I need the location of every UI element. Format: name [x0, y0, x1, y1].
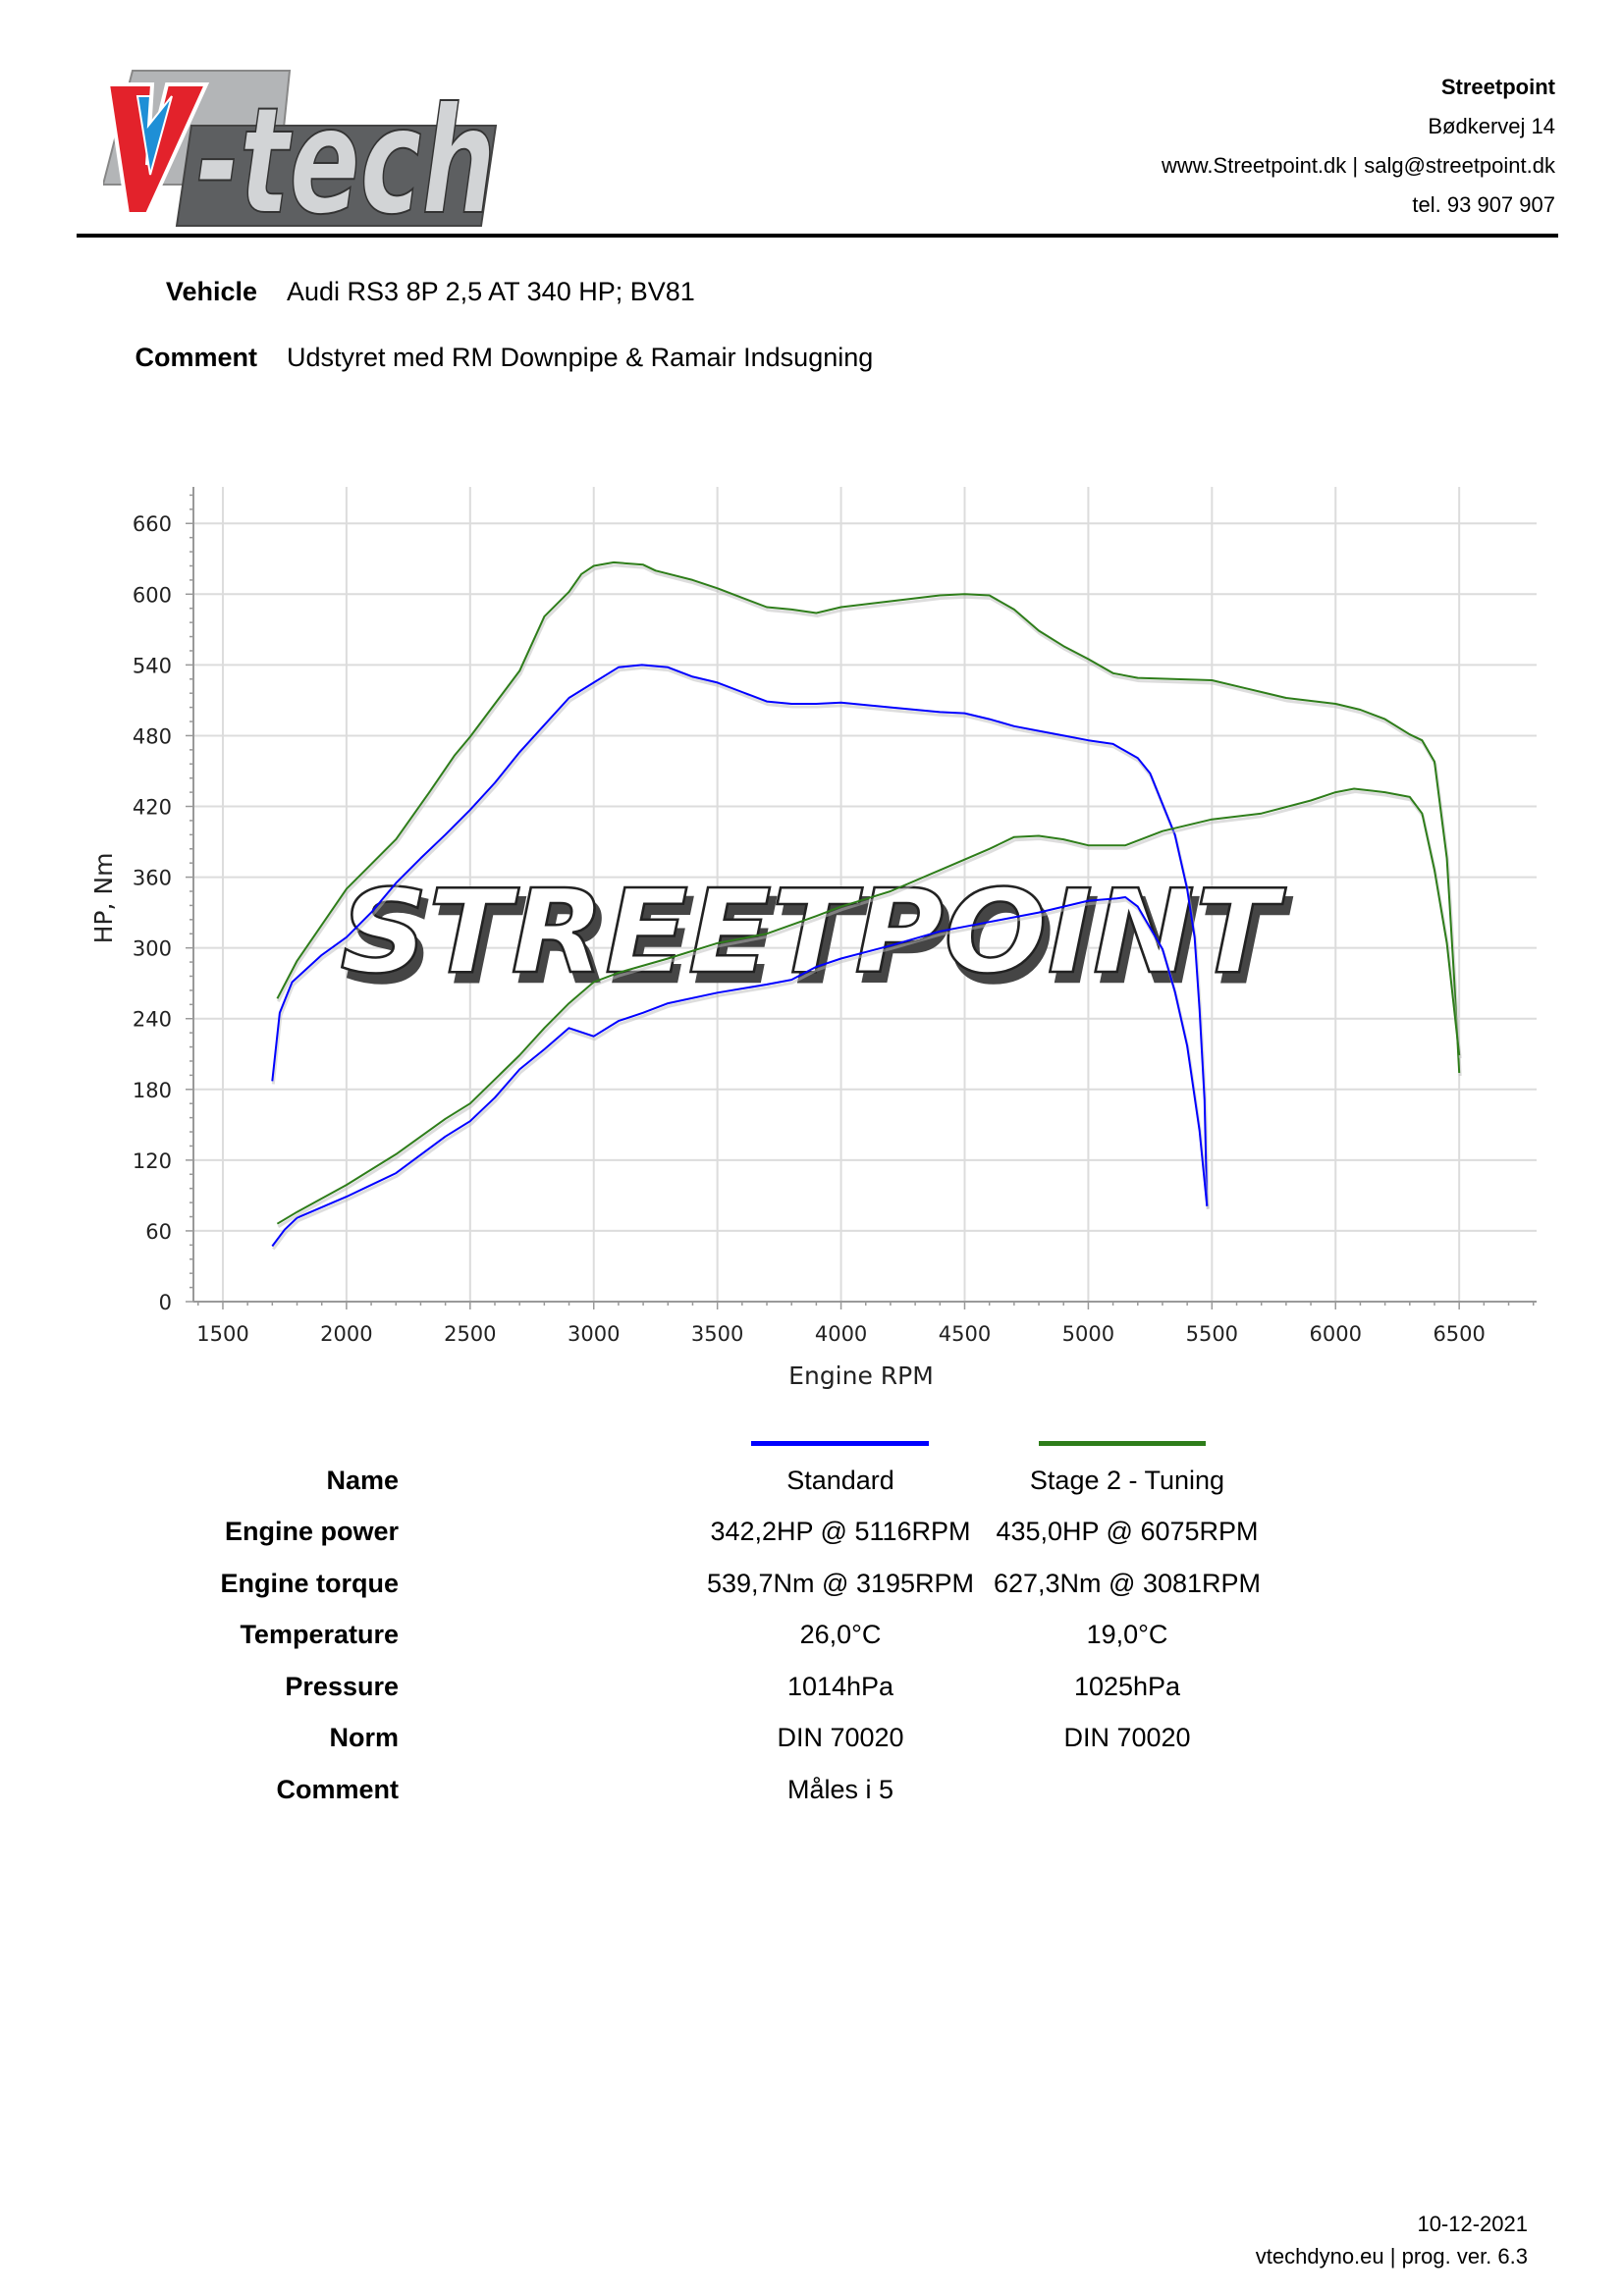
x-tick-label: 6000	[1310, 1322, 1362, 1346]
series-shadow	[277, 563, 1462, 1077]
program-version: vtechdyno.eu | prog. ver. 6.3	[1255, 2244, 1528, 2269]
company-phone: tel. 93 907 907	[1412, 192, 1555, 217]
legend-tuned-line	[1039, 1441, 1206, 1446]
y-tick-label: 660	[133, 512, 172, 536]
row-label: Norm	[329, 1723, 399, 1752]
tuned-value: 627,3Nm @ 3081RPM	[993, 1569, 1262, 1598]
y-tick-label: 300	[133, 937, 172, 961]
standard-value: DIN 70020	[777, 1723, 904, 1752]
comment-value: Udstyret med RM Downpipe & Ramair Indsug…	[287, 343, 874, 372]
series-shadow	[277, 789, 1462, 1228]
x-tick-label: 2000	[320, 1322, 372, 1346]
y-tick-label: 600	[133, 583, 172, 607]
standard-value: 1014hPa	[786, 1672, 894, 1701]
y-tick-label: 180	[133, 1079, 172, 1102]
y-tick-label: 420	[133, 796, 172, 820]
row-label: Pressure	[285, 1672, 399, 1701]
header-divider	[77, 234, 1558, 238]
y-tick-label: 240	[133, 1008, 172, 1032]
company-address: Bødkervej 14	[1428, 114, 1555, 138]
row-label: Temperature	[240, 1620, 399, 1649]
vehicle-label: Vehicle	[165, 277, 257, 306]
y-tick-label: 480	[133, 724, 172, 748]
x-tick-label: 4000	[815, 1322, 867, 1346]
vehicle-value: Audi RS3 8P 2,5 AT 340 HP; BV81	[287, 277, 695, 306]
standard-value: 26,0°C	[799, 1620, 882, 1649]
row-label: Name	[326, 1466, 399, 1495]
comment-label: Comment	[135, 343, 257, 372]
dyno-chart: STREETPOINT 0 60 120 180 240 300 360 420 480 540 6…	[89, 487, 1537, 1390]
standard-power-line	[271, 896, 1209, 1248]
tuned-value: Stage 2 - Tuning	[1029, 1466, 1225, 1495]
y-tick-label: 0	[159, 1291, 172, 1314]
tuned-value: 1025hPa	[1073, 1672, 1181, 1701]
standard-value: Måles i 5	[786, 1775, 894, 1804]
y-tick-label: 120	[133, 1149, 172, 1173]
streetpoint-watermark-logo: STREETPOINT	[339, 863, 1287, 1001]
x-tick-label: 2500	[444, 1322, 496, 1346]
row-label: Engine torque	[220, 1569, 400, 1598]
company-web-email: www.Streetpoint.dk | salg@streetpoint.dk	[1161, 153, 1555, 178]
axes: 0 60 120 180 240 300 360 420 480 540 600 660 1500 200…	[133, 487, 1537, 1346]
y-tick-label: 360	[133, 867, 172, 890]
x-tick-label: 3000	[568, 1322, 620, 1346]
x-tick-label: 6500	[1433, 1322, 1485, 1346]
tuned-value: 19,0°C	[1086, 1620, 1168, 1649]
report-date: 10-12-2021	[1417, 2212, 1528, 2236]
y-axis-label: HP, Nm	[89, 853, 118, 944]
svg-text:-tech: -tech	[196, 77, 496, 230]
y-tick-label: 60	[145, 1220, 172, 1244]
x-tick-label: 3500	[691, 1322, 743, 1346]
series-shadow	[272, 898, 1210, 1251]
standard-value: 342,2HP @ 5116RPM	[710, 1517, 971, 1546]
series-lines	[271, 561, 1462, 1251]
company-name: Streetpoint	[1440, 75, 1555, 99]
tuned-value: DIN 70020	[1063, 1723, 1191, 1752]
tuned-power-line	[276, 787, 1461, 1225]
standard-value: Standard	[786, 1466, 894, 1495]
tuned-torque-line	[276, 561, 1461, 1074]
vtech-logo: -tech	[103, 70, 498, 230]
y-tick-label: 540	[133, 654, 172, 677]
x-tick-label: 5500	[1186, 1322, 1238, 1346]
legend-standard-line	[751, 1441, 929, 1446]
x-axis-label: Engine RPM	[788, 1362, 934, 1390]
tuned-value: 435,0HP @ 6075RPM	[996, 1517, 1259, 1546]
x-tick-label: 1500	[196, 1322, 248, 1346]
standard-torque-line	[271, 664, 1209, 1206]
x-tick-label: 5000	[1062, 1322, 1114, 1346]
watermark-logo-text: STREETPOINT	[341, 864, 1287, 999]
row-label: Engine power	[224, 1517, 399, 1546]
standard-value: 539,7Nm @ 3195RPM	[706, 1569, 975, 1598]
x-tick-label: 4500	[939, 1322, 991, 1346]
row-label: Comment	[276, 1775, 399, 1804]
